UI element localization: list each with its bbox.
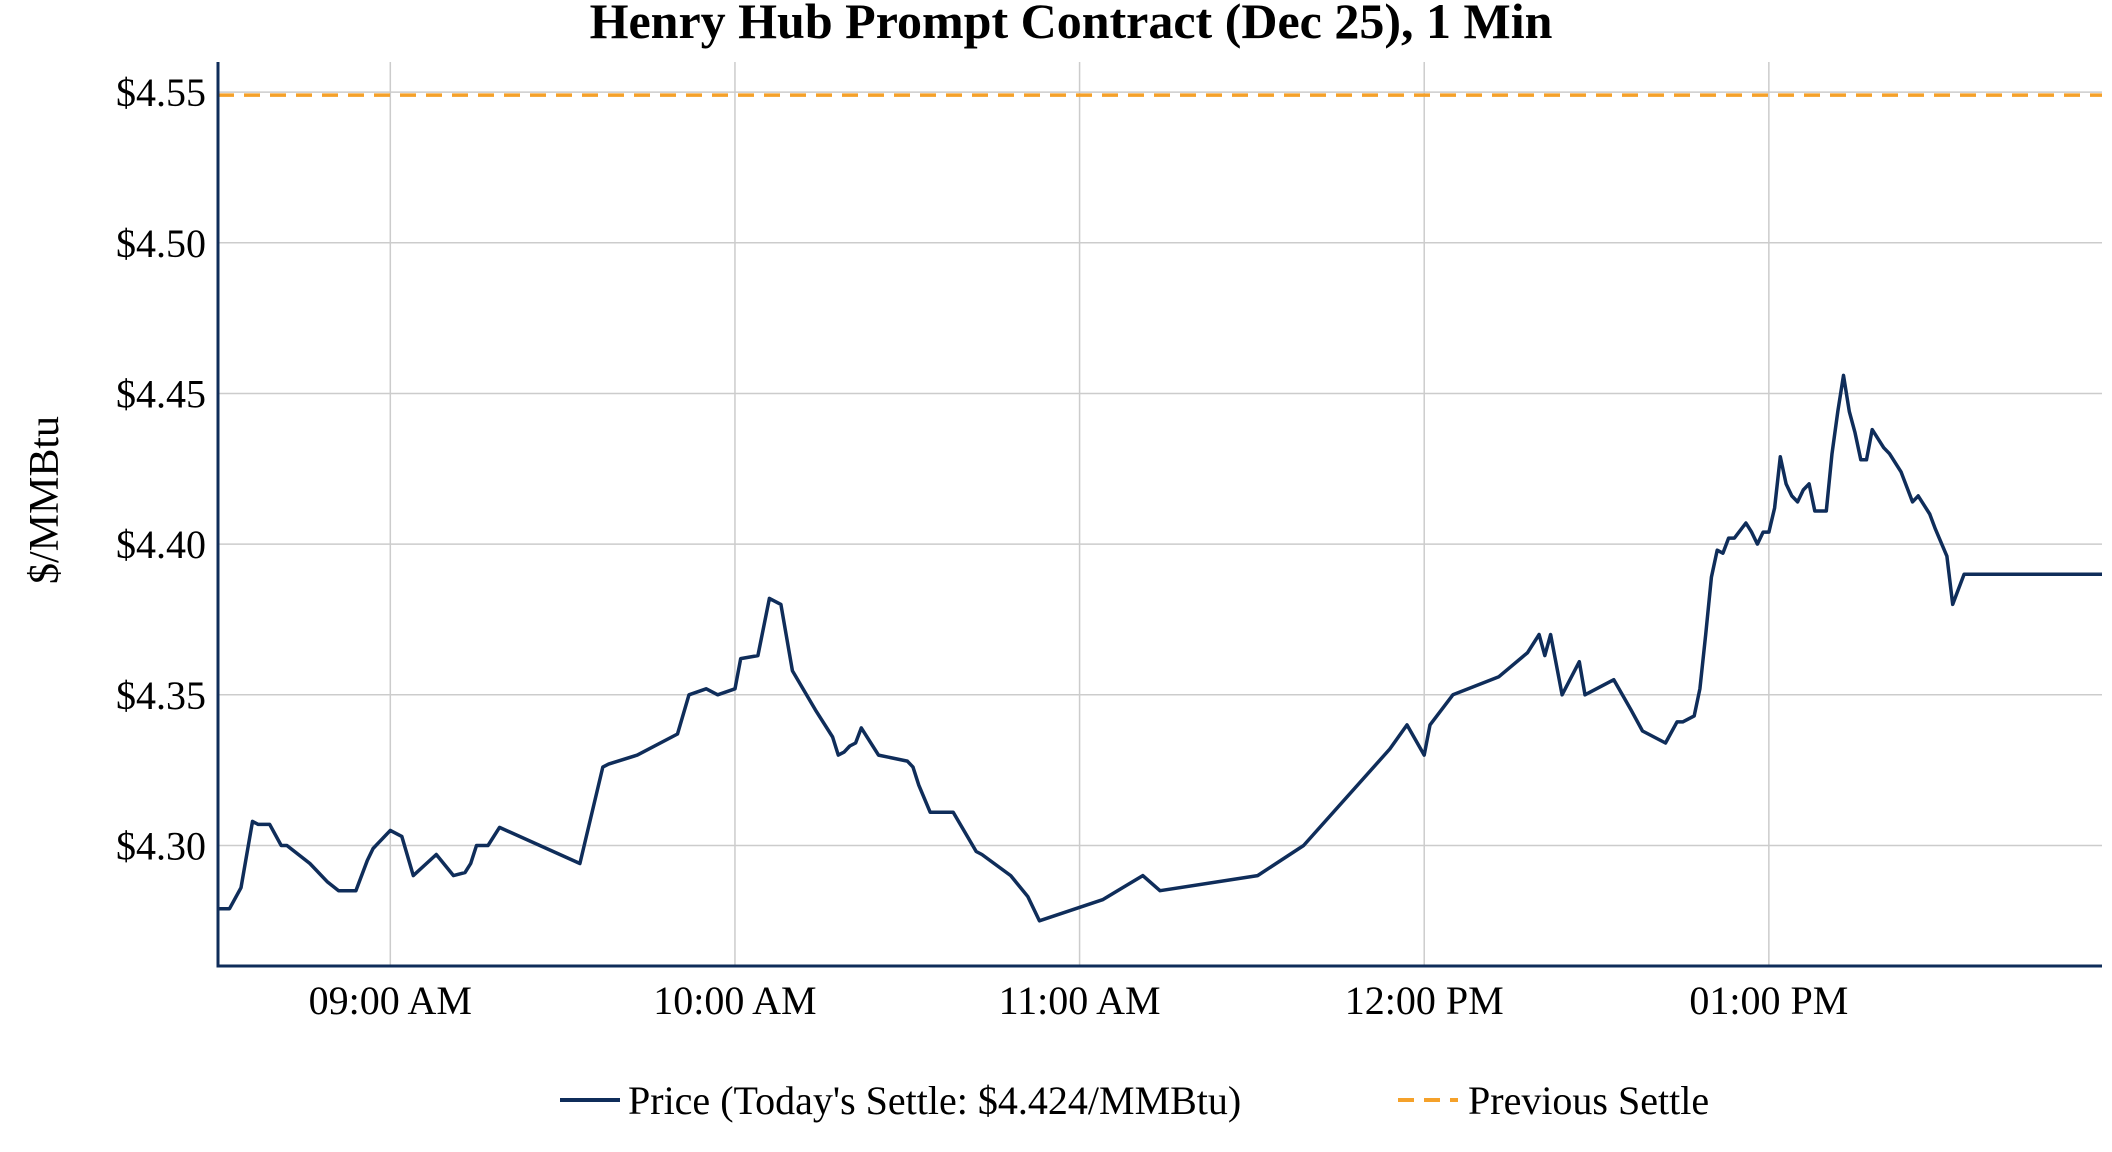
legend-label-previous-settle: Previous Settle [1468, 1078, 1709, 1123]
legend-label-price: Price (Today's Settle: $4.424/MMBtu) [628, 1078, 1241, 1123]
grid [218, 62, 2102, 966]
y-tick-label: $4.55 [116, 70, 206, 115]
legend: Price (Today's Settle: $4.424/MMBtu) Prev… [560, 1078, 1709, 1123]
price-series-line [218, 373, 2102, 923]
y-tick-label: $4.35 [116, 673, 206, 718]
plot-area [218, 93, 2102, 923]
y-tick-label: $4.45 [116, 371, 206, 416]
x-tick-label: 01:00 PM [1689, 978, 1848, 1023]
y-tick-label: $4.30 [116, 823, 206, 868]
axes: $4.30 $4.35 $4.40 $4.45 $4.50 $4.55 09:00 AM 10… [116, 62, 2102, 1023]
y-axis-title: $/MMBtu [22, 416, 68, 584]
chart-title: Henry Hub Prompt Contract (Dec 25), 1 Mi… [590, 0, 1553, 49]
x-tick-label: 09:00 AM [309, 978, 472, 1023]
x-tick-label: 11:00 AM [999, 978, 1161, 1023]
x-tick-label: 10:00 AM [653, 978, 816, 1023]
y-tick-label: $4.40 [116, 522, 206, 567]
x-tick-label: 12:00 PM [1345, 978, 1504, 1023]
y-tick-label: $4.50 [116, 221, 206, 266]
